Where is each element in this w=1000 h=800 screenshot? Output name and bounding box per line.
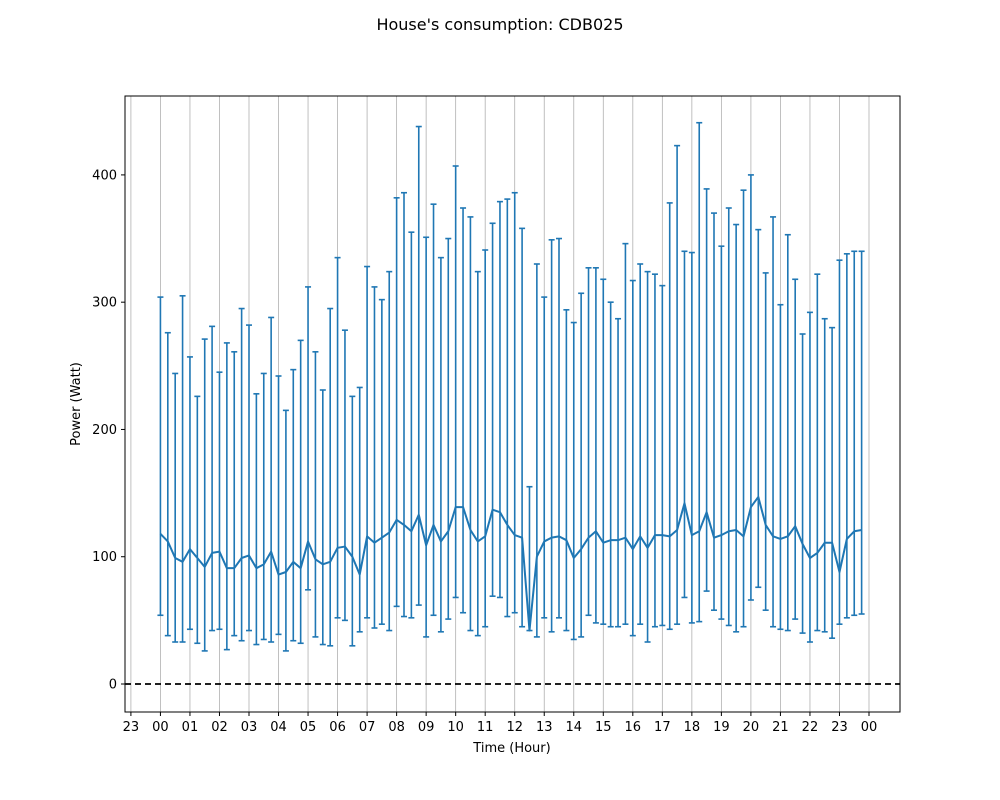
x-tick-label: 10	[447, 720, 464, 735]
x-tick-label: 05	[300, 720, 317, 735]
x-tick-label: 23	[831, 720, 848, 735]
x-axis-label: Time (Hour)	[472, 741, 550, 756]
x-tick-label: 06	[329, 720, 346, 735]
x-tick-label: 12	[506, 720, 523, 735]
x-tick-label: 07	[359, 720, 376, 735]
chart-title: House's consumption: CDB025	[376, 15, 623, 34]
y-axis-label: Power (Watt)	[69, 362, 84, 446]
x-tick-label: 00	[152, 720, 169, 735]
mean-consumption-line	[159, 495, 862, 632]
x-tick-label: 14	[565, 720, 582, 735]
y-tick-label: 400	[92, 168, 117, 183]
y-tick-label: 0	[109, 678, 117, 693]
y-tick-label: 200	[92, 423, 117, 438]
x-tick-label: 04	[270, 720, 287, 735]
x-tick-label: 17	[654, 720, 671, 735]
mean-line-layer	[159, 495, 862, 632]
x-axis-ticks: 23 00 01 02 03 04 05 06 07 08 09 10 11 12 13 14 15 16 17 18…	[123, 712, 878, 735]
x-tick-label: 08	[388, 720, 405, 735]
plot-frame	[124, 95, 901, 713]
x-tick-label: 02	[211, 720, 228, 735]
x-tick-label: 22	[802, 720, 819, 735]
x-tick-label: 00	[861, 720, 878, 735]
x-tick-label: 01	[182, 720, 199, 735]
x-tick-label: 16	[625, 720, 642, 735]
y-axis-ticks: 0 100 200 300 400	[92, 168, 125, 693]
x-tick-label: 13	[536, 720, 553, 735]
x-tick-label: 09	[418, 720, 435, 735]
y-tick-label: 100	[92, 550, 117, 565]
y-tick-label: 300	[92, 296, 117, 311]
x-tick-label: 21	[772, 720, 789, 735]
x-tick-label: 23	[123, 720, 140, 735]
x-tick-label: 19	[713, 720, 730, 735]
errorbar-layer	[157, 121, 865, 652]
x-tick-label: 18	[684, 720, 701, 735]
x-tick-label: 03	[241, 720, 258, 735]
x-tick-label: 20	[743, 720, 760, 735]
x-tick-label: 15	[595, 720, 612, 735]
x-tick-label: 11	[477, 720, 494, 735]
